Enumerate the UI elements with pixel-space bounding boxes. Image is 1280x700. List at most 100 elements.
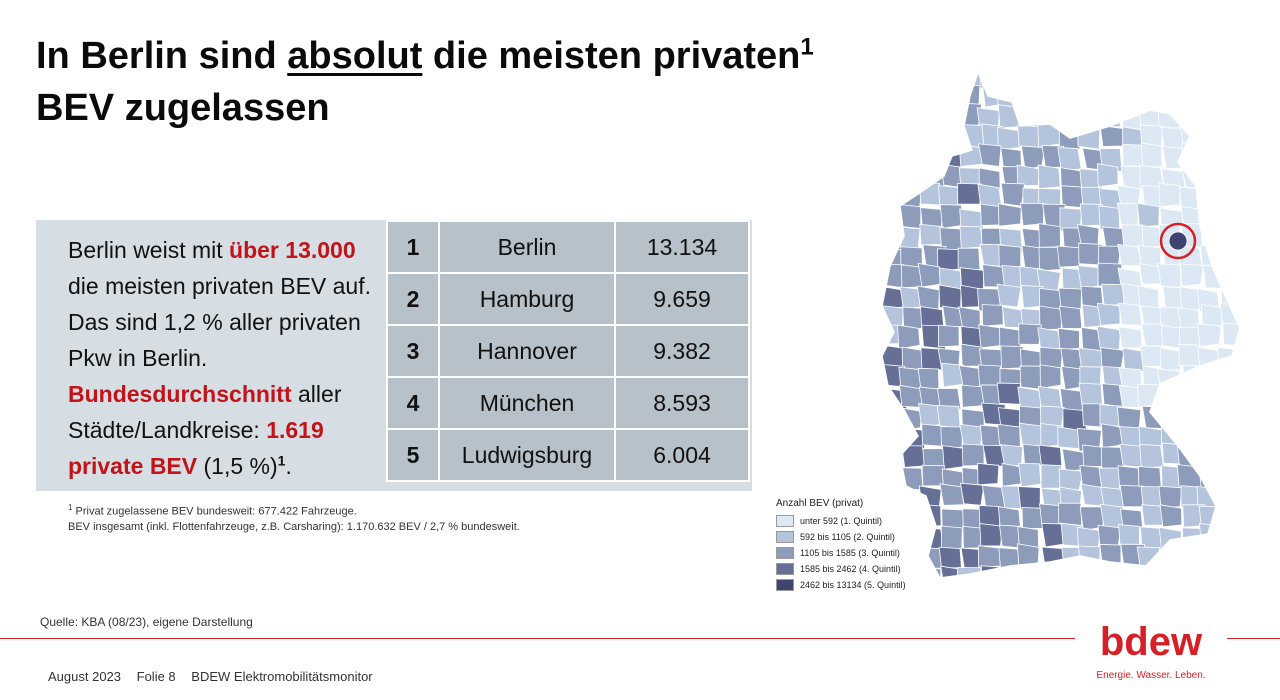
title-text-1: In Berlin sind <box>36 35 288 77</box>
rank-cell: 1 <box>386 220 440 274</box>
map-district <box>1237 547 1240 572</box>
map-district <box>1117 302 1143 326</box>
map-district <box>937 387 962 410</box>
map-district <box>996 382 1021 405</box>
map-district <box>921 464 945 487</box>
value-cell: 13.134 <box>614 220 750 274</box>
map-district <box>882 146 903 169</box>
title-line-2: BEV zugelassen <box>36 87 330 129</box>
map-district <box>882 446 902 470</box>
map-district <box>1181 567 1205 578</box>
title-underlined-word: absolut <box>287 35 423 77</box>
map-district <box>1079 72 1104 87</box>
map-district <box>882 87 902 113</box>
map-district <box>918 403 943 427</box>
map-district <box>1243 87 1260 108</box>
bdew-logo: bdew Energie. Wasser. Leben. <box>1075 618 1227 698</box>
legend-swatch <box>776 563 794 575</box>
map-district <box>1037 385 1063 409</box>
map-district <box>1200 588 1220 606</box>
map-legend: Anzahl BEV (privat) unter 592 (1. Quinti… <box>776 498 906 593</box>
map-district <box>860 124 880 145</box>
map-district <box>978 167 1001 191</box>
legend-label: 2462 bis 13134 (5. Quintil) <box>800 580 906 590</box>
map-district <box>939 72 964 87</box>
map-district <box>882 205 903 229</box>
map-district <box>860 445 881 469</box>
map-district <box>1058 305 1083 329</box>
map-district <box>1158 182 1181 208</box>
map-district <box>960 482 985 506</box>
map-district <box>1239 345 1240 369</box>
map-district <box>1023 584 1046 605</box>
map-district <box>1219 407 1240 431</box>
map-district <box>882 122 904 146</box>
map-district <box>941 83 965 107</box>
legend-title: Anzahl BEV (privat) <box>776 498 864 509</box>
map-district <box>1100 72 1125 91</box>
map-district <box>1181 585 1204 606</box>
map-district <box>1140 142 1163 168</box>
city-cell: Ludwigsburg <box>438 428 616 482</box>
map-district <box>882 422 902 448</box>
map-district <box>860 187 881 207</box>
city-cell: Hamburg <box>438 272 616 326</box>
map-district <box>1200 105 1225 130</box>
map-district <box>1118 326 1143 349</box>
map-district <box>1202 264 1227 289</box>
map-district <box>882 305 904 328</box>
map-district <box>1237 244 1240 267</box>
map-district <box>920 504 942 529</box>
city-cell: Berlin <box>438 220 616 274</box>
legend-item: 1585 bis 2462 (4. Quintil) <box>776 561 906 577</box>
legend-item: unter 592 (1. Quintil) <box>776 513 906 529</box>
germany-map <box>860 69 1260 606</box>
map-district <box>918 106 941 130</box>
map-district <box>961 443 985 467</box>
table-row: 4 München 8.593 <box>386 376 750 430</box>
map-district <box>940 525 963 550</box>
footer-report-title: BDEW Elektromobilitätsmonitor <box>191 669 373 684</box>
map-district <box>1239 444 1240 469</box>
map-district <box>901 527 927 551</box>
footnote-line-2: BEV insgesamt (inkl. Flottenfahrzeuge, z… <box>68 520 520 533</box>
map-district <box>1000 345 1024 370</box>
title-text-2: die meisten privaten <box>422 35 801 77</box>
city-cell: Hannover <box>438 324 616 378</box>
summary-part: die meisten privaten BEV auf. Das sind 1… <box>68 273 371 371</box>
map-district <box>1237 506 1240 531</box>
map-district <box>882 306 887 331</box>
map-district <box>1217 527 1240 550</box>
map-district <box>897 226 921 250</box>
map-district <box>1057 327 1080 350</box>
map-district <box>1037 327 1062 351</box>
summary-part: Berlin weist mit <box>68 237 230 263</box>
map-district <box>1018 72 1043 92</box>
table-row: 1 Berlin 13.134 <box>386 220 750 274</box>
highlight-average-value: 1.619 private BEV <box>68 417 324 479</box>
map-district <box>1121 72 1145 91</box>
map-district <box>1176 464 1202 489</box>
summary-part: aller Städte/Landkreise: <box>68 381 342 443</box>
highlight-berlin-count: über 13.000 <box>229 237 356 263</box>
map-district <box>882 387 885 412</box>
map-district <box>1198 72 1222 88</box>
map-district <box>1241 167 1260 191</box>
map-district <box>916 285 940 310</box>
map-district <box>860 147 881 170</box>
map-district <box>882 468 905 492</box>
map-district <box>1237 203 1240 228</box>
map-district <box>1222 323 1240 347</box>
legend-item: 592 bis 1105 (2. Quintil) <box>776 529 906 545</box>
logo-wordmark: bdew <box>1099 620 1203 664</box>
map-district <box>1060 562 1085 578</box>
map-district <box>882 187 903 212</box>
map-district <box>1077 568 1101 578</box>
map-district <box>1142 184 1165 210</box>
map-district <box>1016 164 1040 186</box>
map-district <box>1236 127 1240 152</box>
map-district <box>982 263 1006 288</box>
map-district <box>1037 123 1061 148</box>
map-district <box>956 567 981 578</box>
map-district <box>901 445 926 468</box>
